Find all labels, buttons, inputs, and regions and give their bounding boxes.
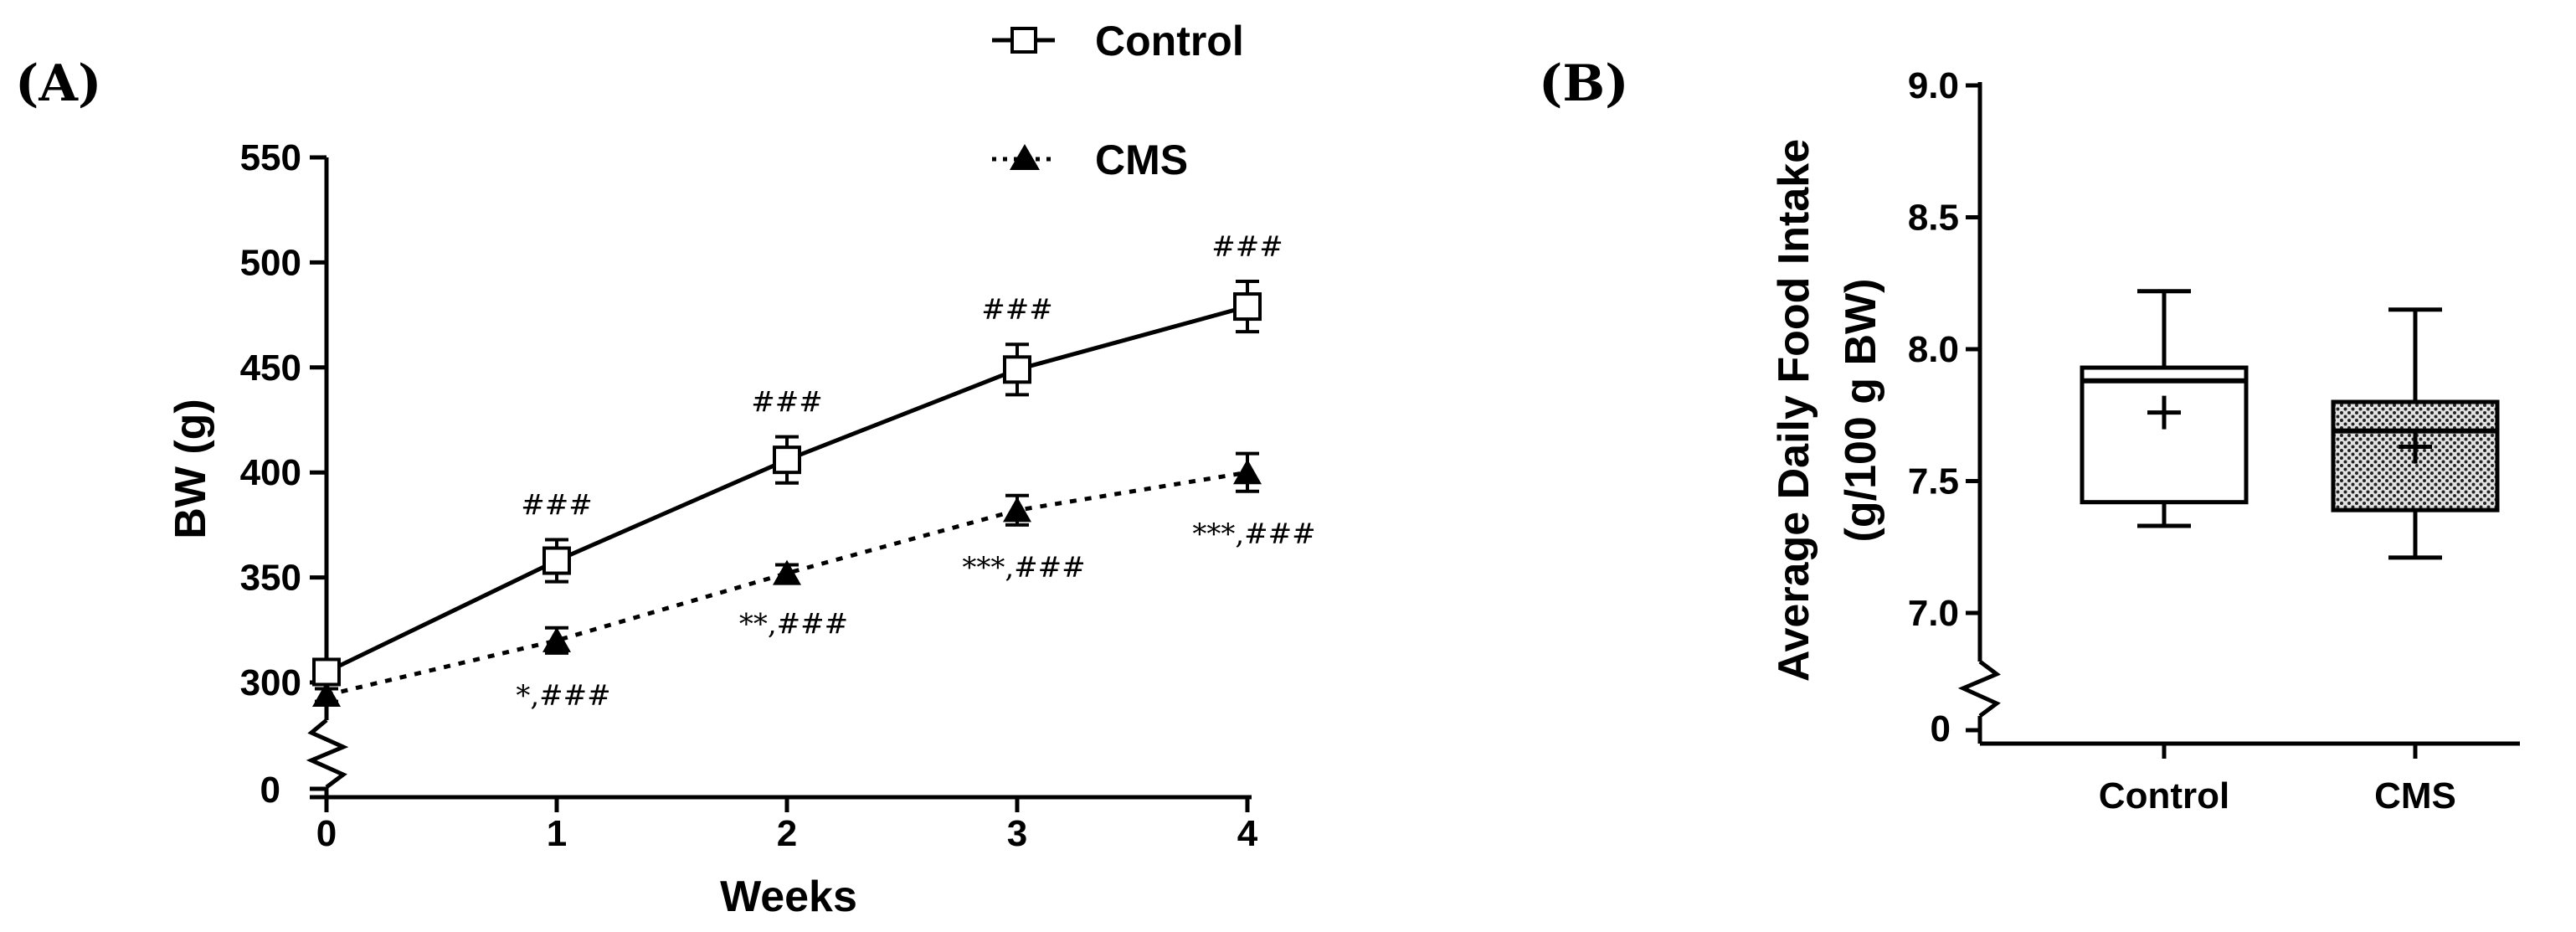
b-y-ticks: 7.0 7.5 8.0 8.5 9.0 [1908, 65, 1980, 634]
cms-point [312, 682, 341, 708]
b-y-tick-label: 8.0 [1908, 329, 1959, 370]
b-y-tick-label: 7.0 [1908, 593, 1959, 634]
legend-control-label: Control [1095, 18, 1244, 64]
a-y-axis-break [306, 718, 349, 789]
cms-point [773, 559, 801, 585]
a-y-tick-label: 450 [240, 348, 301, 389]
panel-b-label: (B) [1539, 54, 1629, 113]
control-point [312, 657, 341, 687]
a-y-tick-label: 550 [240, 137, 301, 178]
legend: Control CMS [992, 18, 1244, 183]
control-point [773, 445, 801, 475]
a-y-axis-title: BW (g) [167, 399, 215, 538]
b-y-axis-break [1957, 660, 2001, 718]
cms-annotation: ***,### [962, 551, 1085, 584]
a-x-tick-label: 2 [777, 813, 797, 854]
control-point [542, 546, 571, 575]
a-x-tick-label: 1 [547, 813, 567, 854]
cms-point [542, 626, 571, 652]
a-y-tick-label: 500 [240, 242, 301, 283]
cms-annotation: **,### [739, 608, 848, 641]
legend-control-marker [1010, 27, 1037, 54]
b-y-tick-label: 7.5 [1908, 461, 1959, 502]
b-x-tick-label: Control [2099, 775, 2229, 816]
panel-a-label: (A) [15, 54, 101, 113]
control-annotation: ### [981, 293, 1052, 327]
cms-annotation: *,### [516, 679, 610, 713]
a-y-break-label: 0 [260, 770, 280, 811]
a-series-layer [312, 279, 1262, 708]
control-annotation: ### [1211, 230, 1283, 264]
b-y-tick-label: 9.0 [1908, 65, 1959, 106]
control-box [2080, 365, 2249, 505]
a-x-tick-label: 4 [1237, 813, 1258, 854]
control-point [1233, 292, 1262, 322]
cms-point [1003, 497, 1031, 523]
legend-cms-marker [1010, 144, 1040, 170]
b-x-tick-label: CMS [2374, 775, 2456, 816]
panel-a: (A) Control CMS 0 300 350 400 45 [15, 18, 1316, 921]
a-y-tick-label: 350 [240, 558, 301, 599]
b-y-break-label: 0 [1931, 708, 1951, 749]
control-annotation: ### [751, 386, 822, 420]
b-y-axis-title-line1: Average Daily Food Intake [1770, 139, 1818, 682]
a-y-tick-label: 300 [240, 662, 301, 703]
a-x-ticks: 0 1 2 3 4 [316, 797, 1258, 854]
b-boxes-layer [2080, 289, 2500, 560]
cms-point [1233, 459, 1262, 485]
a-annotations: ### ### ### ### *,### **,### ***,### ***… [516, 230, 1315, 713]
legend-cms-label: CMS [1095, 136, 1188, 183]
control-annotation: ### [521, 488, 592, 522]
cms-annotation: ***,### [1192, 517, 1315, 551]
a-y-tick-label: 400 [240, 452, 301, 493]
a-x-tick-label: 0 [316, 813, 337, 854]
b-x-ticks: Control CMS [2099, 744, 2456, 816]
b-y-axis-title-line2: (g/100 g BW) [1837, 279, 1885, 543]
a-x-axis-title: Weeks [720, 873, 857, 921]
panel-b: (B) 0 7.0 7.5 8.0 8.5 9.0 Control CMS Av… [1539, 54, 2520, 816]
b-y-tick-label: 8.5 [1908, 198, 1959, 239]
a-x-tick-label: 3 [1007, 813, 1027, 854]
control-point [1003, 355, 1031, 384]
a-y-ticks: 300 350 400 450 500 550 [240, 137, 326, 703]
